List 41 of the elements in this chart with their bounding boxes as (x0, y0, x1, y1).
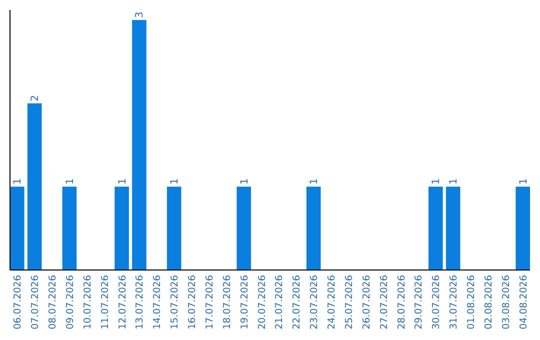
x-tick-label: 11.07.2026 (100, 275, 111, 330)
x-tick-label: 09.07.2026 (64, 275, 76, 330)
data-label: 1 (239, 178, 250, 185)
x-tick-label: 27.07.2026 (378, 275, 390, 330)
x-tick-label: 10.07.2026 (82, 275, 94, 330)
x-tick-label: 17.07.2026 (204, 275, 216, 330)
data-label: 1 (12, 178, 24, 185)
data-label: 3 (134, 12, 146, 18)
x-tick-label: 20.07.2026 (256, 275, 268, 330)
x-tick-label: 29.07.2026 (414, 275, 425, 330)
x-tick-label: 23.07.2026 (309, 275, 320, 330)
x-tick-label: 18.07.2026 (222, 275, 233, 330)
data-label: 1 (117, 178, 128, 185)
x-tick-label: 08.07.2026 (48, 275, 59, 330)
x-tick-label: 25.07.2026 (344, 275, 355, 330)
x-tick-label: 12.07.2026 (117, 275, 128, 330)
x-tick-label: 06.07.2026 (12, 275, 24, 330)
x-tick-label: 07.07.2026 (30, 275, 42, 330)
x-tick-label: 26.07.2026 (361, 275, 372, 330)
data-label: 1 (64, 178, 76, 185)
x-tick-label: 31.07.2026 (448, 275, 460, 330)
data-label: 1 (170, 178, 181, 185)
x-tick-label: 22.07.2026 (292, 275, 303, 330)
x-tick-label: 14.07.2026 (152, 275, 164, 330)
x-tick-label: 30.07.2026 (431, 275, 442, 330)
x-tick-label: 03.08.2026 (500, 275, 512, 330)
x-tick-label: 16.07.2026 (187, 275, 198, 330)
data-label: 1 (518, 178, 530, 185)
x-tick-label: 19.07.2026 (239, 275, 250, 330)
data-label: 1 (431, 178, 442, 185)
x-tick-label: 28.07.2026 (396, 275, 408, 330)
x-tick-label: 15.07.2026 (170, 275, 181, 330)
x-tick-label: 04.08.2026 (518, 275, 530, 330)
data-label: 2 (30, 94, 42, 102)
x-tick-label: 24.07.2026 (326, 275, 338, 330)
x-tick-label: 02.08.2026 (483, 275, 494, 330)
data-label: 1 (448, 178, 460, 185)
x-tick-label: 01.08.2026 (466, 275, 478, 330)
x-tick-label: 21.07.2026 (274, 275, 286, 330)
data-label: 1 (309, 178, 320, 185)
x-tick-label: 13.07.2026 (134, 275, 146, 330)
